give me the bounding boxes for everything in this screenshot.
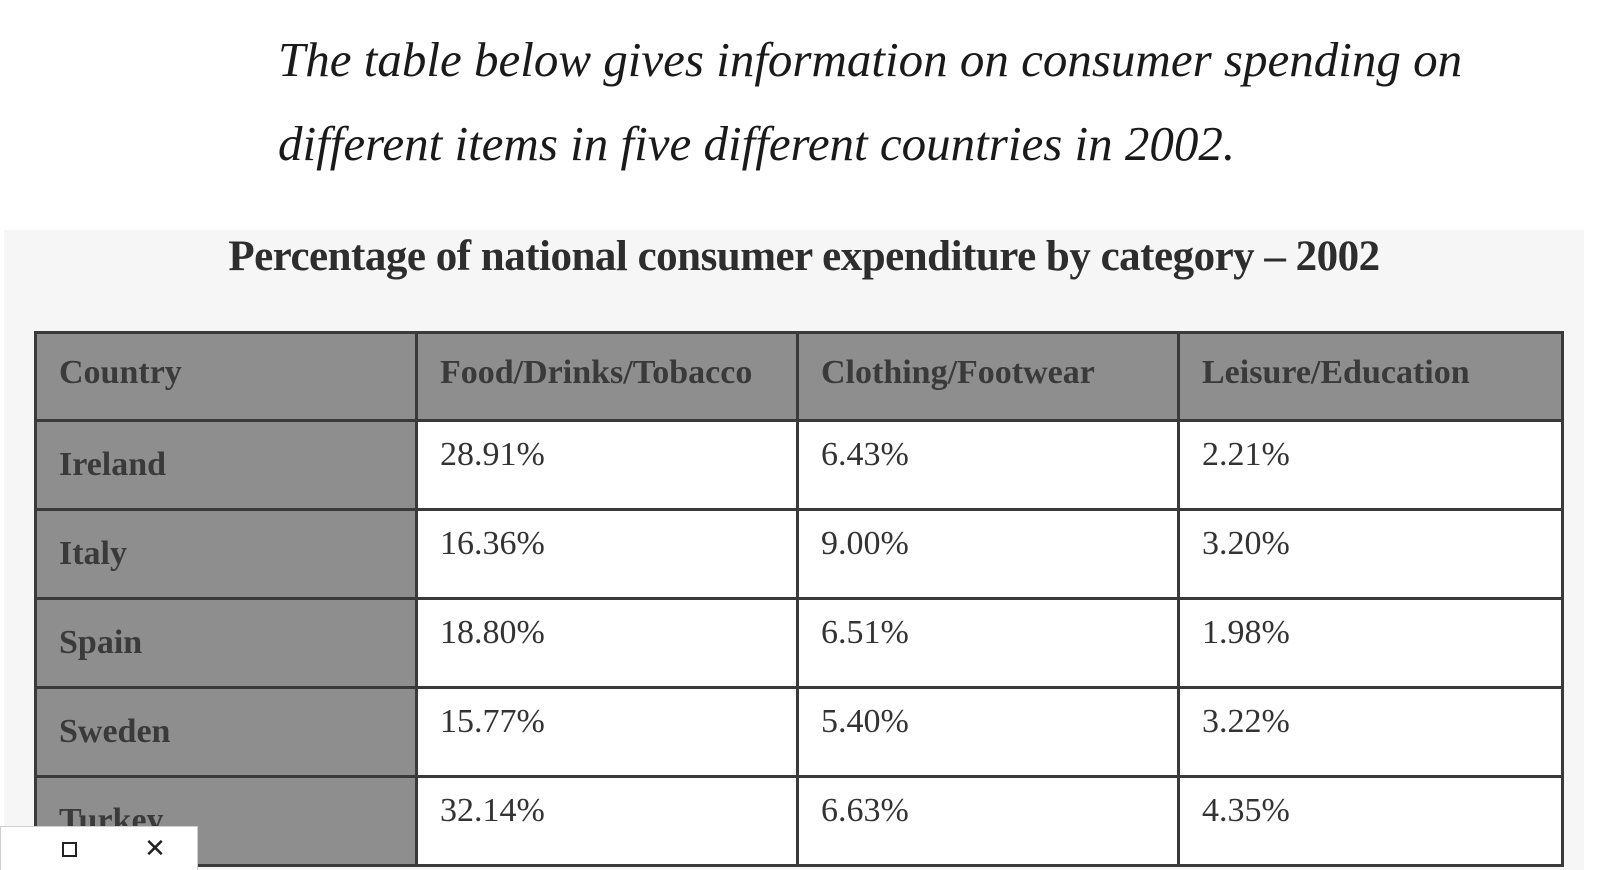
header-row: Country Food/Drinks/Tobacco Clothing/Foo…: [34, 331, 1564, 422]
intro-line-2: different items in five different countr…: [278, 116, 1236, 171]
value-cell: 18.80%: [415, 597, 799, 689]
table-row: Italy 16.36% 9.00% 3.20%: [34, 508, 1564, 600]
maximize-button[interactable]: [51, 831, 87, 867]
maximize-icon: [61, 841, 77, 857]
country-cell: Ireland: [34, 419, 418, 511]
table-row: Turkey 32.14% 6.63% 4.35%: [34, 775, 1564, 867]
intro-text: The table below gives information on con…: [278, 18, 1578, 186]
value-cell: 6.51%: [796, 597, 1180, 689]
window-controls: ✕: [0, 826, 198, 870]
intro-line-1: The table below gives information on con…: [278, 32, 1463, 87]
table-row: Ireland 28.91% 6.43% 2.21%: [34, 419, 1564, 511]
value-cell: 32.14%: [415, 775, 799, 867]
country-cell: Spain: [34, 597, 418, 689]
value-cell: 5.40%: [796, 686, 1180, 778]
header-country: Country: [34, 331, 418, 422]
chart-title: Percentage of national consumer expendit…: [228, 233, 1380, 280]
value-cell: 16.36%: [415, 508, 799, 600]
value-cell: 1.98%: [1177, 597, 1564, 689]
value-cell: 28.91%: [415, 419, 799, 511]
value-cell: 6.43%: [796, 419, 1180, 511]
table-row: Sweden 15.77% 5.40% 3.22%: [34, 686, 1564, 778]
expenditure-table: Country Food/Drinks/Tobacco Clothing/Foo…: [34, 331, 1564, 867]
header-leisure: Leisure/Education: [1177, 331, 1564, 422]
close-button[interactable]: ✕: [137, 831, 173, 867]
value-cell: 6.63%: [796, 775, 1180, 867]
country-cell: Italy: [34, 508, 418, 600]
value-cell: 3.20%: [1177, 508, 1564, 600]
table-row: Spain 18.80% 6.51% 1.98%: [34, 597, 1564, 689]
value-cell: 15.77%: [415, 686, 799, 778]
header-food: Food/Drinks/Tobacco: [415, 331, 799, 422]
value-cell: 2.21%: [1177, 419, 1564, 511]
value-cell: 3.22%: [1177, 686, 1564, 778]
close-icon: ✕: [144, 834, 166, 864]
country-cell: Sweden: [34, 686, 418, 778]
value-cell: 9.00%: [796, 508, 1180, 600]
header-clothing: Clothing/Footwear: [796, 331, 1180, 422]
value-cell: 4.35%: [1177, 775, 1564, 867]
